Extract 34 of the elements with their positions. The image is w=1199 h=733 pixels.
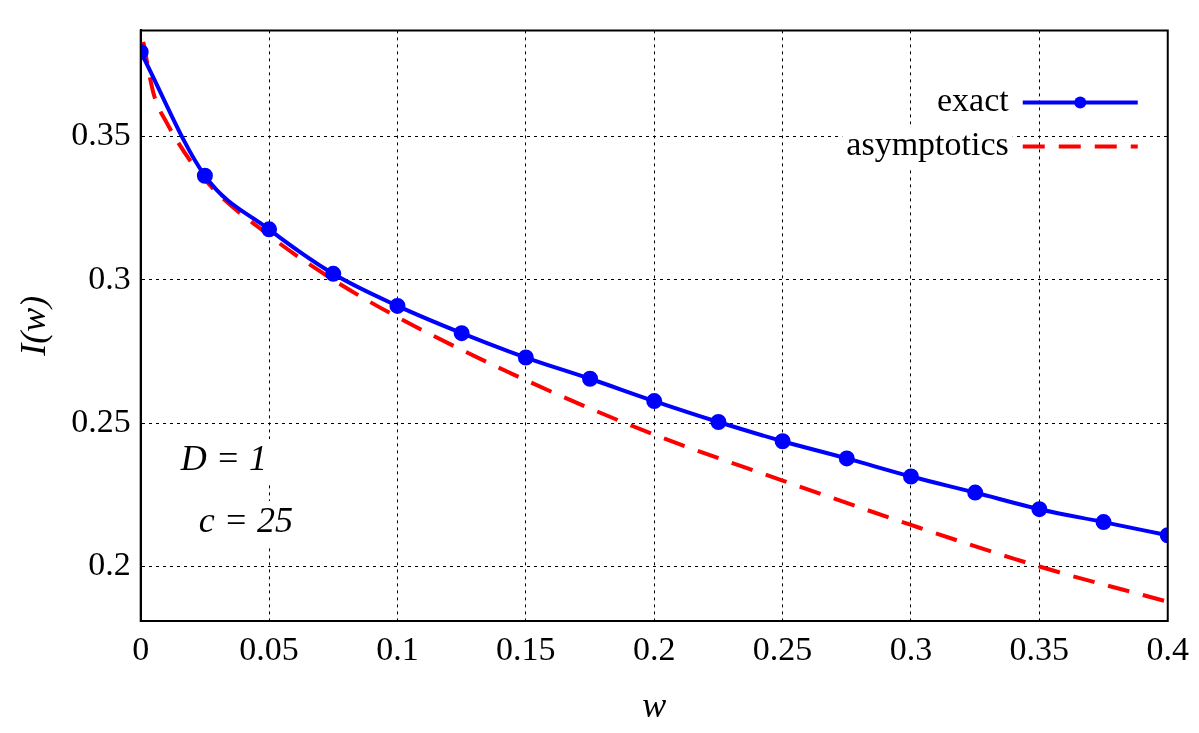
point [838, 450, 855, 467]
legend-label: exact [937, 81, 1010, 119]
point [1031, 501, 1048, 518]
point [902, 468, 919, 485]
point [967, 484, 984, 501]
point [196, 167, 213, 184]
x-tick-label: 0.15 [496, 630, 556, 668]
x-tick-label: 0.3 [889, 630, 933, 668]
x-tick-label: 0.35 [1009, 630, 1070, 668]
x-tick-label: 0.2 [632, 630, 676, 668]
point [582, 370, 599, 387]
annotation: D = 1 [179, 438, 267, 479]
point [517, 349, 534, 366]
x-tick-label: 0 [132, 630, 150, 668]
y-tick-label: 0.2 [88, 545, 131, 583]
x-axis-title: w [642, 684, 667, 725]
point [261, 221, 278, 238]
annotation: c = 25 [198, 500, 293, 541]
y-tick-label: 0.3 [88, 258, 131, 296]
point [453, 325, 470, 342]
y-tick-label: 0.25 [71, 402, 131, 440]
x-tick-label: 0.25 [752, 630, 813, 668]
point [774, 433, 791, 450]
point [389, 297, 406, 314]
y-tick-label: 0.35 [71, 115, 131, 153]
x-tick-label: 0.05 [239, 630, 299, 668]
legend-label: asymptotics [846, 125, 1009, 163]
point [710, 414, 727, 431]
point [325, 265, 342, 282]
x-tick-label: 0.4 [1146, 630, 1189, 668]
y-axis-title: I(w) [13, 295, 54, 357]
point [1095, 514, 1112, 531]
point [646, 393, 663, 410]
x-tick-label: 0.1 [376, 630, 419, 668]
